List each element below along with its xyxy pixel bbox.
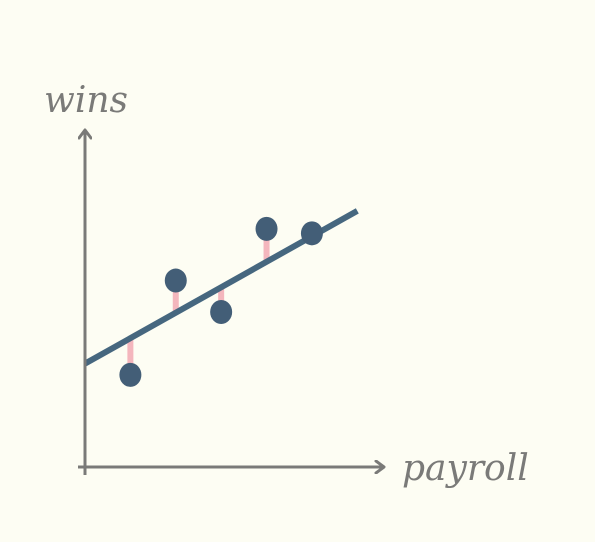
points-layer — [119, 216, 323, 387]
x-axis-label: payroll — [402, 448, 529, 489]
data-point — [300, 221, 323, 246]
data-point — [255, 216, 278, 241]
y-axis-label: wins — [44, 80, 128, 121]
data-point — [164, 268, 187, 293]
data-point — [210, 299, 233, 324]
axes — [78, 130, 384, 475]
data-point — [119, 362, 142, 387]
